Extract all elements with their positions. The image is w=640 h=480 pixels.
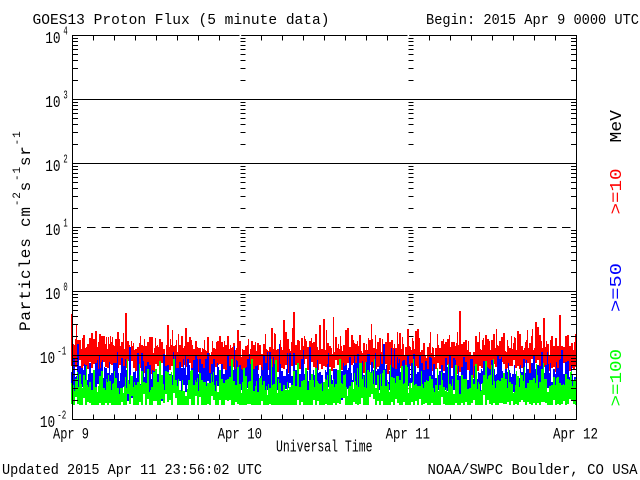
- svg-text:1: 1: [63, 218, 67, 231]
- svg-text:>=10: >=10: [608, 169, 627, 215]
- svg-text:-1: -1: [57, 346, 66, 359]
- svg-text:Apr 11: Apr 11: [386, 426, 430, 444]
- svg-text:Updated 2015 Apr 11 23:56:02 U: Updated 2015 Apr 11 23:56:02 UTC: [2, 462, 262, 479]
- svg-text:Apr 10: Apr 10: [218, 426, 262, 444]
- svg-text:2: 2: [63, 154, 67, 167]
- svg-text:10: 10: [45, 94, 60, 113]
- svg-text:>=100: >=100: [608, 349, 627, 407]
- svg-text:3: 3: [63, 90, 67, 103]
- svg-text:10: 10: [45, 30, 60, 49]
- svg-text:Apr 9: Apr 9: [53, 426, 89, 444]
- svg-text:10: 10: [45, 222, 60, 241]
- svg-text:Universal Time: Universal Time: [276, 438, 373, 457]
- svg-text:0: 0: [63, 282, 67, 295]
- svg-text:10: 10: [45, 286, 60, 305]
- svg-text:10: 10: [40, 350, 55, 369]
- svg-text:Apr 12: Apr 12: [553, 426, 598, 444]
- svg-text:10: 10: [45, 158, 60, 177]
- svg-text:NOAA/SWPC Boulder, CO USA: NOAA/SWPC Boulder, CO USA: [428, 462, 638, 479]
- svg-text:MeV: MeV: [608, 109, 627, 142]
- svg-text:4: 4: [63, 26, 67, 39]
- svg-text:GOES13 Proton Flux (5 minute d: GOES13 Proton Flux (5 minute data): [33, 12, 330, 29]
- svg-text:>=50: >=50: [608, 263, 627, 312]
- svg-text:Begin: 2015 Apr 9 0000 UTC: Begin: 2015 Apr 9 0000 UTC: [426, 12, 639, 29]
- svg-text:-2: -2: [57, 410, 66, 423]
- svg-text:10: 10: [40, 414, 55, 433]
